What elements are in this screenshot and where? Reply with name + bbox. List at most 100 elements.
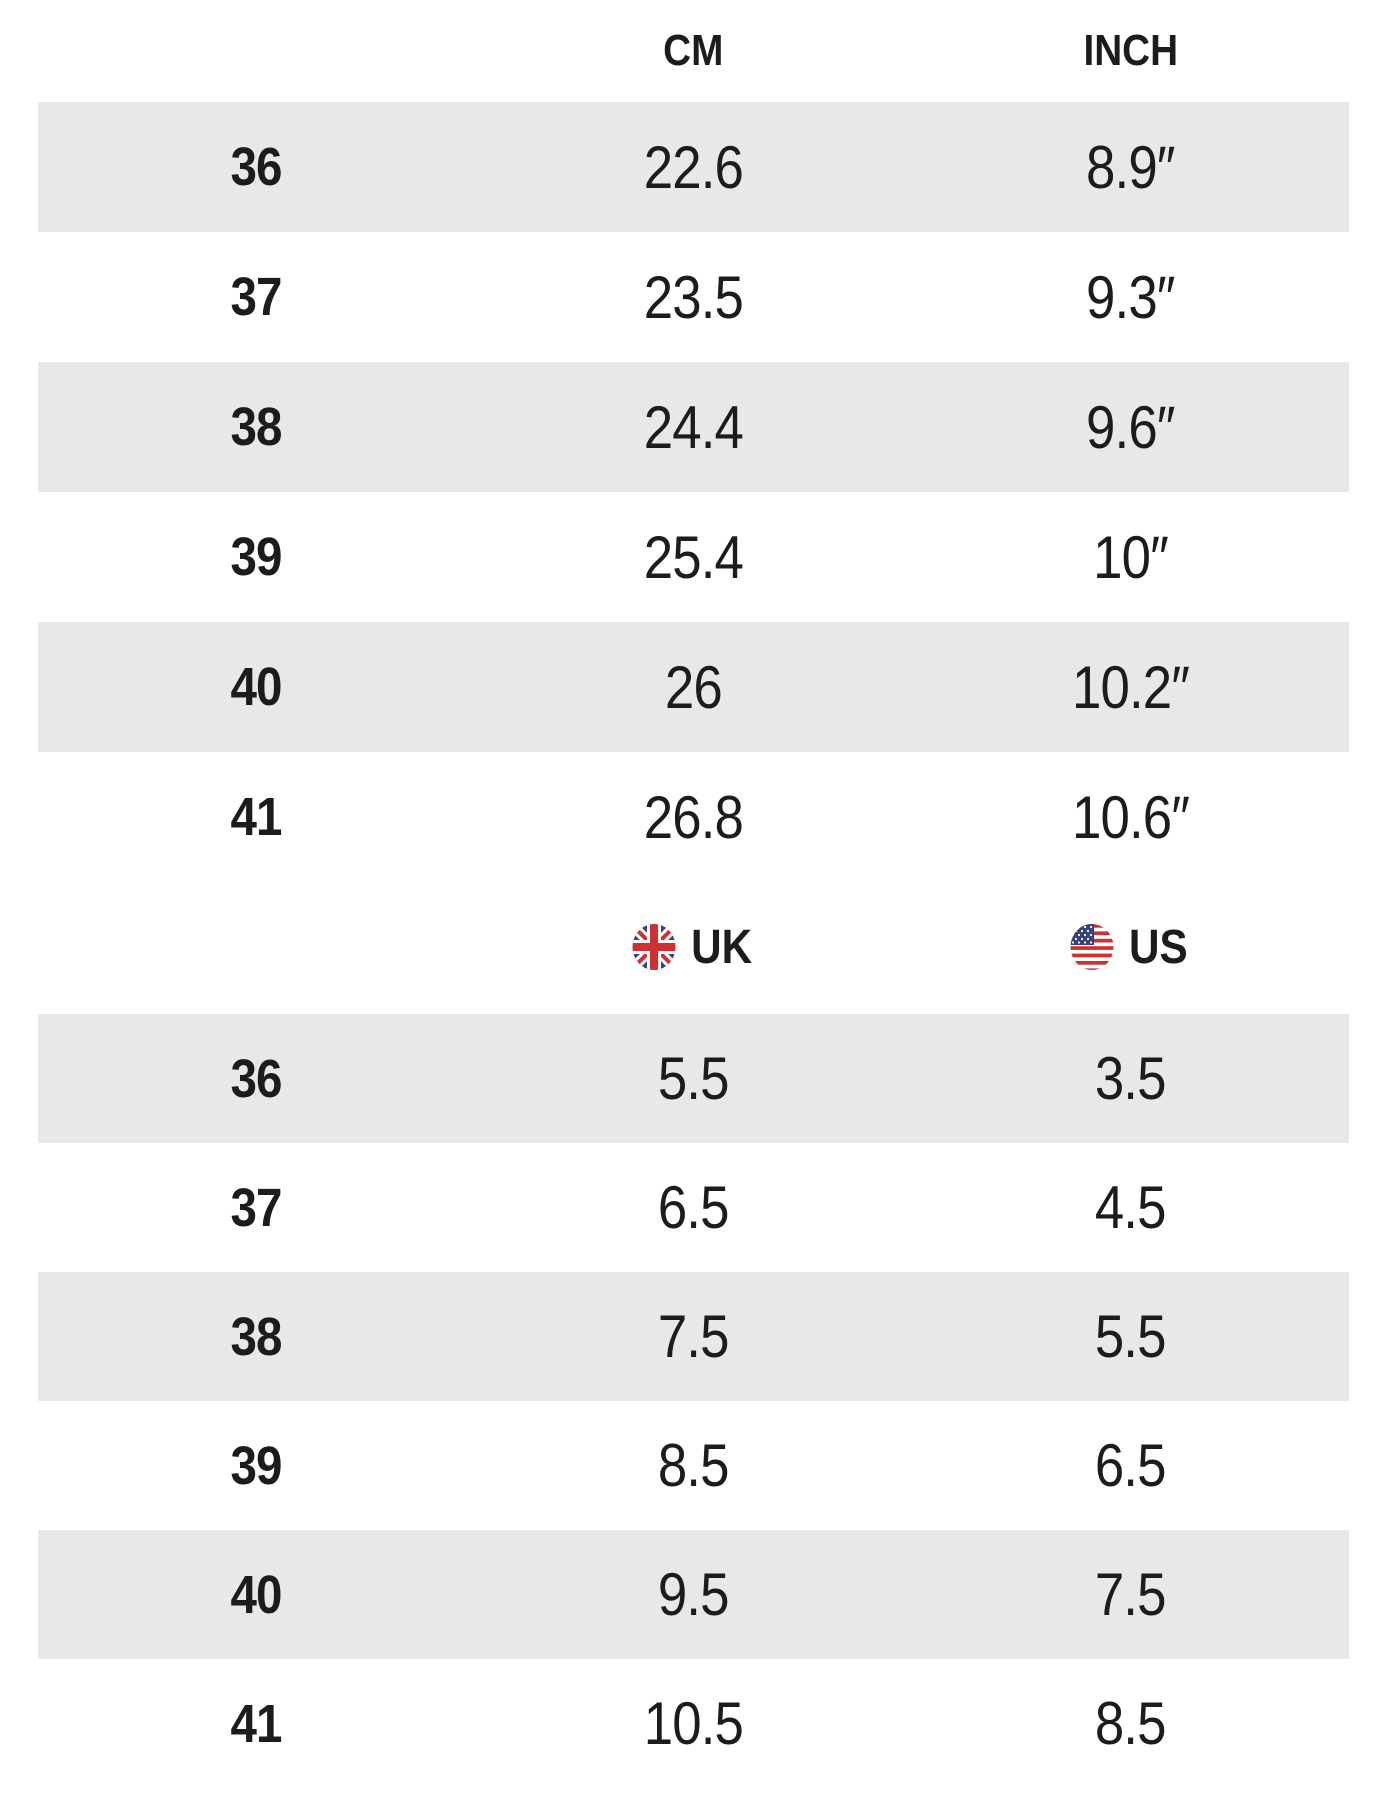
us-cell: 3.5 <box>912 1044 1349 1113</box>
size-value: 40 <box>230 657 283 717</box>
inch-header-label: INCH <box>1083 26 1178 75</box>
size-value: 40 <box>230 1564 283 1625</box>
size-cell: 37 <box>38 1177 475 1239</box>
us-cell: 8.5 <box>912 1689 1349 1758</box>
size-cell: 41 <box>38 1693 475 1755</box>
inch-value: 10″ <box>1093 523 1169 591</box>
uk-cell: 7.5 <box>475 1302 912 1371</box>
size-cell: 38 <box>38 1306 475 1368</box>
inch-value: 9.6″ <box>1086 393 1175 461</box>
inch-cell: 9.6″ <box>912 393 1349 462</box>
size-value: 38 <box>230 397 283 457</box>
uk-value: 6.5 <box>658 1174 730 1241</box>
uk-column-header: UK <box>475 920 912 977</box>
size-cell: 40 <box>38 1564 475 1626</box>
uk-us-header-row: UK <box>38 882 1349 1014</box>
uk-us-table: UK <box>0 882 1400 1788</box>
us-cell: 6.5 <box>912 1431 1349 1500</box>
us-cell: 5.5 <box>912 1302 1349 1371</box>
inch-cell: 9.3″ <box>912 263 1349 332</box>
size-value: 36 <box>230 137 283 197</box>
cm-value: 22.6 <box>643 133 744 201</box>
uk-us-rows: 36 5.5 3.5 37 6.5 4.5 38 7.5 5.5 39 8.5 6.5 40 9.5 7.5… <box>0 1014 1400 1788</box>
cm-cell: 23.5 <box>475 263 912 332</box>
size-cell: 38 <box>38 396 475 458</box>
cm-column-header: CM <box>475 26 912 76</box>
size-cell: 41 <box>38 786 475 848</box>
us-header-label: US <box>1129 920 1188 974</box>
size-value: 37 <box>230 1177 283 1238</box>
table-row: 38 7.5 5.5 <box>38 1272 1349 1401</box>
us-column-header: US <box>912 920 1349 977</box>
inch-value: 10.6″ <box>1071 783 1190 851</box>
size-value: 41 <box>230 787 283 847</box>
size-value: 37 <box>230 267 283 327</box>
cm-cell: 26.8 <box>475 783 912 852</box>
table-row: 39 8.5 6.5 <box>38 1401 1349 1530</box>
us-cell: 4.5 <box>912 1173 1349 1242</box>
size-cell: 36 <box>38 1048 475 1110</box>
table-row: 38 24.4 9.6″ <box>38 362 1349 492</box>
size-value: 36 <box>230 1048 283 1109</box>
uk-value: 10.5 <box>643 1690 744 1757</box>
inch-column-header: INCH <box>912 26 1349 76</box>
cm-value: 25.4 <box>643 523 744 591</box>
us-value: 4.5 <box>1095 1174 1167 1241</box>
cm-value: 24.4 <box>643 393 744 461</box>
inch-cell: 10″ <box>912 523 1349 592</box>
cm-inch-header-row: CM INCH <box>38 0 1349 102</box>
cm-value: 26 <box>665 653 723 721</box>
us-value: 6.5 <box>1095 1432 1167 1499</box>
uk-value: 9.5 <box>658 1561 730 1628</box>
inch-value: 10.2″ <box>1071 653 1190 721</box>
table-row: 37 6.5 4.5 <box>38 1143 1349 1272</box>
table-row: 40 9.5 7.5 <box>38 1530 1349 1659</box>
us-value: 3.5 <box>1095 1045 1167 1112</box>
size-cell: 39 <box>38 526 475 588</box>
size-cell: 37 <box>38 266 475 328</box>
inch-cell: 10.6″ <box>912 783 1349 852</box>
cm-cell: 25.4 <box>475 523 912 592</box>
us-value: 8.5 <box>1095 1690 1167 1757</box>
uk-value: 8.5 <box>658 1432 730 1499</box>
table-row: 41 10.5 8.5 <box>38 1659 1349 1788</box>
cm-value: 23.5 <box>643 263 744 331</box>
size-value: 38 <box>230 1306 283 1367</box>
uk-flag-icon <box>632 924 676 971</box>
size-value: 39 <box>230 1435 283 1496</box>
cm-cell: 22.6 <box>475 133 912 202</box>
uk-value: 5.5 <box>658 1045 730 1112</box>
size-value: 39 <box>230 527 283 587</box>
size-value: 41 <box>230 1693 283 1754</box>
inch-value: 9.3″ <box>1086 263 1175 331</box>
cm-cell: 26 <box>475 653 912 722</box>
size-cell: 40 <box>38 656 475 718</box>
inch-cell: 8.9″ <box>912 133 1349 202</box>
us-cell: 7.5 <box>912 1560 1349 1629</box>
inch-value: 8.9″ <box>1086 133 1175 201</box>
us-flag-icon <box>1070 924 1114 971</box>
table-row: 36 22.6 8.9″ <box>38 102 1349 232</box>
table-row: 37 23.5 9.3″ <box>38 232 1349 362</box>
table-row: 41 26.8 10.6″ <box>38 752 1349 882</box>
uk-value: 7.5 <box>658 1303 730 1370</box>
cm-inch-rows: 36 22.6 8.9″ 37 23.5 9.3″ 38 24.4 9.6″ 39 25.4 10″ 4… <box>0 102 1400 882</box>
size-cell: 36 <box>38 136 475 198</box>
us-value: 5.5 <box>1095 1303 1167 1370</box>
uk-cell: 8.5 <box>475 1431 912 1500</box>
uk-header-label: UK <box>690 920 752 974</box>
table-row: 40 26 10.2″ <box>38 622 1349 752</box>
uk-cell: 10.5 <box>475 1689 912 1758</box>
us-value: 7.5 <box>1095 1561 1167 1628</box>
cm-value: 26.8 <box>643 783 744 851</box>
cm-cell: 24.4 <box>475 393 912 462</box>
size-cell: 39 <box>38 1435 475 1497</box>
uk-cell: 5.5 <box>475 1044 912 1113</box>
cm-header-label: CM <box>663 26 724 75</box>
uk-cell: 9.5 <box>475 1560 912 1629</box>
inch-cell: 10.2″ <box>912 653 1349 722</box>
uk-cell: 6.5 <box>475 1173 912 1242</box>
table-row: 39 25.4 10″ <box>38 492 1349 622</box>
cm-inch-table: CM INCH 36 22.6 8.9″ 37 23.5 9.3″ 38 24.4 9.6″ 39… <box>0 0 1400 882</box>
